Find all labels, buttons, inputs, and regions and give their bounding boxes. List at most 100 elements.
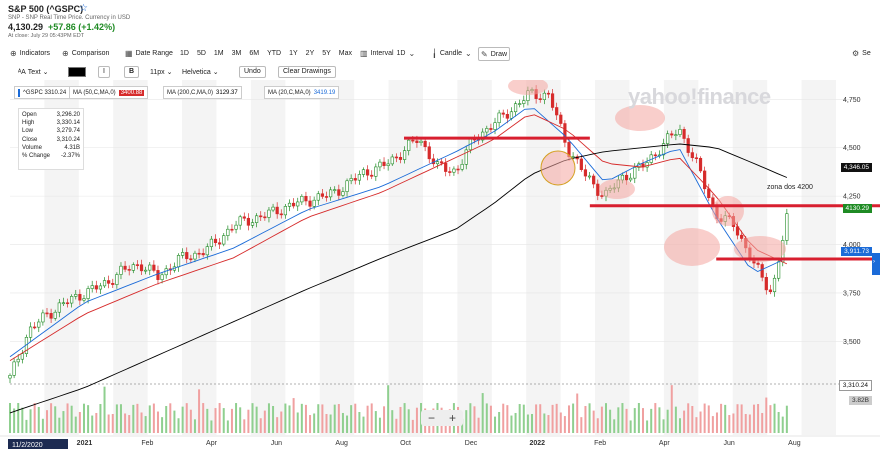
volume-bar: [469, 403, 472, 433]
legend-ma20[interactable]: MA (20,C,MA,0) 3419.19: [264, 86, 340, 99]
volume-bar: [765, 397, 768, 433]
y-tick-label: 4,750: [843, 97, 861, 104]
ohlc-value: -2.37%: [60, 153, 80, 160]
volume-bar: [461, 418, 464, 433]
candle-body: [670, 133, 674, 136]
candle-body: [518, 103, 522, 105]
candle-body: [760, 264, 764, 278]
comparison-button[interactable]: ⊕ Comparison: [62, 47, 109, 59]
close-info: At close: July 29 05:43PM EDT: [8, 33, 85, 39]
font-family-value: Helvetica: [182, 68, 211, 76]
candle-body: [756, 262, 760, 265]
candle-body: [197, 252, 201, 255]
bold-button[interactable]: B: [124, 66, 140, 78]
candle-body: [57, 302, 61, 313]
range-5y[interactable]: 5Y: [322, 49, 331, 57]
volume-bar: [132, 404, 135, 433]
font-family-select[interactable]: Helvetica ⌄: [182, 66, 219, 78]
yahoo-finance-watermark: yahoo!finance: [628, 84, 771, 109]
candle-body: [33, 326, 37, 329]
volume-bar: [325, 413, 328, 433]
italic-button[interactable]: I: [98, 66, 110, 78]
draw-button[interactable]: ✎ Draw: [478, 47, 511, 61]
candle-body: [226, 228, 230, 236]
x-tick-label: Apr: [659, 440, 671, 447]
volume-bar: [235, 403, 238, 433]
volume-bar: [752, 404, 755, 433]
range-3m[interactable]: 3M: [231, 49, 242, 57]
candle-body: [209, 238, 214, 247]
candle-body: [53, 311, 57, 319]
date-range-button[interactable]: ▦ Date Range: [125, 47, 173, 59]
volume-bar: [87, 405, 90, 433]
range-1m[interactable]: 1M: [213, 49, 224, 57]
volume-bar: [210, 420, 213, 433]
side-panel-tab[interactable]: ›: [872, 253, 880, 275]
font-size-select[interactable]: 11px ⌄: [150, 66, 173, 78]
quote-subtitle: SNP - SNP Real Time Price. Currency in U…: [8, 15, 131, 21]
interval-value: 1D: [396, 49, 406, 57]
candle-body: [160, 274, 164, 280]
zoom-out-button[interactable]: −: [427, 411, 435, 425]
candle-body: [645, 162, 649, 168]
legend-ma200[interactable]: MA (200,C,MA,0) 3129.37: [163, 86, 242, 99]
candle-body: [579, 158, 583, 170]
color-picker[interactable]: [68, 66, 86, 78]
candle-body: [86, 288, 90, 299]
comparison-label: Comparison: [71, 49, 110, 57]
candle-body: [439, 161, 444, 164]
highlight-ellipse: [664, 228, 720, 266]
candle-body: [102, 280, 107, 287]
candle-body: [341, 191, 345, 196]
volume-bar: [341, 412, 344, 433]
volume-bar: [584, 405, 587, 433]
interval-button[interactable]: ▥ Interval 1D ⌄: [360, 47, 415, 59]
range-ytd[interactable]: YTD: [267, 49, 282, 57]
zoom-in-button[interactable]: +: [448, 411, 456, 425]
volume-bar: [362, 416, 365, 433]
candle-body: [312, 199, 316, 207]
volume-bar: [600, 406, 603, 433]
candle-body: [115, 274, 119, 285]
undo-button[interactable]: Undo: [239, 66, 266, 78]
volume-bar: [522, 404, 525, 433]
candle-body: [464, 149, 468, 165]
ohlc-row-low: Low 3,279.74: [22, 127, 80, 135]
volume-bar: [329, 414, 332, 433]
legend-ma50[interactable]: MA (50,C,MA,0) 3400.88: [69, 86, 149, 99]
volume-bar: [674, 406, 677, 433]
candle-body: [509, 111, 514, 119]
settings-button[interactable]: ⚙ Se: [852, 47, 871, 59]
range-2y[interactable]: 2Y: [305, 49, 315, 57]
volume-bar: [773, 403, 776, 433]
volume-bar: [193, 419, 196, 433]
range-5d[interactable]: 5D: [196, 49, 206, 57]
range-max[interactable]: Max: [338, 49, 353, 57]
price-chart[interactable]: 3,500 3,750 4,000 4,250 4,500 4,750 11/2/2020…: [0, 80, 880, 449]
candle-body: [592, 175, 596, 185]
range-1y[interactable]: 1Y: [289, 49, 298, 57]
star-icon[interactable]: ☆: [79, 3, 88, 14]
volume-bar: [218, 403, 221, 433]
candle-body: [707, 188, 711, 199]
candle-body: [275, 206, 279, 215]
candle-body: [222, 235, 226, 245]
volume-bar: [428, 420, 431, 433]
volume-bar: [613, 419, 616, 433]
candle-body: [489, 128, 493, 130]
candle-body: [682, 129, 686, 139]
text-tool[interactable]: ᴬA Text ⌄: [18, 66, 48, 78]
volume-bar: [25, 419, 28, 433]
range-1d[interactable]: 1D: [180, 49, 189, 57]
volume-bar: [535, 404, 538, 433]
range-6m[interactable]: 6M: [249, 49, 260, 57]
candle-body: [74, 294, 78, 297]
candle-body: [300, 195, 304, 203]
legend-symbol[interactable]: ^GSPC 3310.24: [14, 86, 71, 99]
volume-bar: [609, 409, 612, 433]
interval-label: Interval: [370, 49, 394, 57]
candle-body: [485, 128, 489, 133]
candle-button[interactable]: ╽ Candle ⌄: [432, 47, 472, 59]
indicators-button[interactable]: ⊕ Indicators: [10, 47, 50, 59]
clear-drawings-button[interactable]: Clear Drawings: [278, 66, 336, 78]
